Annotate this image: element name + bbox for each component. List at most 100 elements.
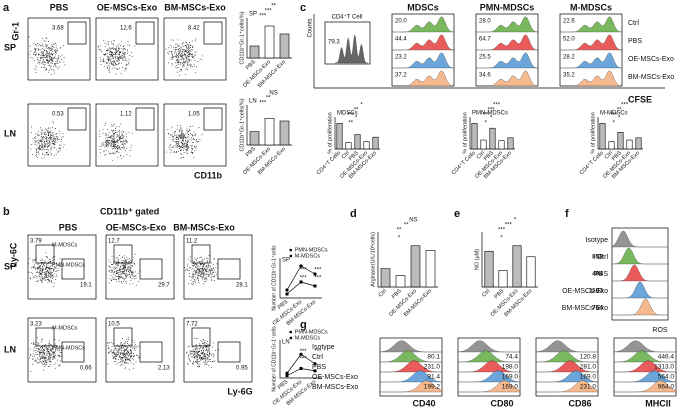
significance: ** xyxy=(348,121,353,127)
event-dot xyxy=(193,66,195,68)
event-dot xyxy=(32,266,34,268)
event-dot xyxy=(181,146,182,148)
event-dot xyxy=(187,130,189,132)
event-dot xyxy=(49,350,51,352)
event-dot xyxy=(188,258,189,260)
event-dot xyxy=(126,153,128,155)
event-dot xyxy=(179,51,180,53)
event-dot xyxy=(195,343,197,345)
event-dot xyxy=(116,356,118,357)
histogram xyxy=(392,70,455,87)
event-dot xyxy=(192,55,194,57)
event-dot xyxy=(116,139,118,141)
event-dot xyxy=(133,262,135,264)
event-dot xyxy=(115,276,117,278)
event-dot xyxy=(44,279,46,281)
event-dot xyxy=(40,149,42,150)
event-dot xyxy=(198,271,200,273)
event-dot xyxy=(51,54,53,55)
event-dot xyxy=(55,154,57,155)
event-dot xyxy=(182,140,184,142)
event-dot xyxy=(202,352,204,354)
event-dot xyxy=(116,271,117,273)
event-dot xyxy=(196,354,197,356)
event-dot xyxy=(135,344,136,346)
event-dot xyxy=(50,73,52,75)
x-tick-label: PBS xyxy=(245,59,257,71)
point xyxy=(313,272,317,276)
event-dot xyxy=(49,144,51,146)
event-dot xyxy=(184,135,186,137)
event-dot xyxy=(186,265,188,267)
event-dot xyxy=(43,50,45,52)
event-dot xyxy=(51,281,52,282)
event-dot xyxy=(173,147,175,149)
event-dot xyxy=(208,361,209,362)
event-dot xyxy=(130,355,131,357)
event-dot xyxy=(177,62,179,64)
event-dot xyxy=(177,134,179,136)
event-dot xyxy=(181,56,183,58)
event-dot xyxy=(55,279,57,280)
gate-name: M-MDSCs xyxy=(52,325,78,331)
event-dot xyxy=(117,270,119,272)
event-dot xyxy=(179,148,181,150)
event-dot xyxy=(177,142,179,144)
event-dot xyxy=(127,49,128,51)
event-dot xyxy=(110,136,112,138)
event-dot xyxy=(125,274,127,276)
gate-value: 20.0 xyxy=(395,19,407,25)
event-dot xyxy=(118,274,120,275)
event-dot xyxy=(195,51,197,53)
event-dot xyxy=(109,132,110,134)
event-dot xyxy=(109,54,111,56)
event-dot xyxy=(202,266,204,268)
mfi-value: 858 xyxy=(592,254,603,261)
event-dot xyxy=(122,361,124,363)
event-dot xyxy=(131,52,133,53)
event-dot xyxy=(108,47,110,49)
event-dot xyxy=(128,354,130,356)
gate-value: 25.5 xyxy=(479,55,491,61)
event-dot xyxy=(112,130,114,131)
event-dot xyxy=(200,347,201,349)
event-dot xyxy=(188,346,190,347)
event-dot xyxy=(131,265,133,266)
event-dot xyxy=(49,272,51,274)
event-dot xyxy=(110,48,112,50)
event-dot xyxy=(182,58,184,60)
event-dot xyxy=(34,49,36,51)
event-dot xyxy=(50,135,52,137)
event-dot xyxy=(35,138,37,139)
event-dot xyxy=(39,349,40,350)
event-dot xyxy=(110,270,112,272)
event-dot xyxy=(209,350,211,352)
event-dot xyxy=(122,136,124,138)
event-dot xyxy=(35,271,37,273)
event-dot xyxy=(46,133,47,135)
event-dot xyxy=(54,139,55,141)
event-dot xyxy=(109,59,110,61)
event-dot xyxy=(194,54,195,56)
event-dot xyxy=(40,273,42,275)
event-dot xyxy=(61,139,62,140)
event-dot xyxy=(183,137,185,138)
gate xyxy=(113,327,133,347)
event-dot xyxy=(114,347,116,349)
event-dot xyxy=(126,347,128,349)
event-dot xyxy=(201,352,203,354)
event-dot xyxy=(123,271,125,272)
event-dot xyxy=(197,61,199,62)
event-dot xyxy=(187,141,189,142)
event-dot xyxy=(204,356,206,357)
event-dot xyxy=(48,137,50,139)
event-dot xyxy=(40,358,41,360)
event-dot xyxy=(181,69,182,70)
event-dot xyxy=(108,266,110,268)
event-dot xyxy=(122,352,124,354)
event-dot xyxy=(47,138,49,140)
event-dot xyxy=(186,268,188,270)
event-dot xyxy=(175,146,177,148)
chart-title: PMN-MDSCs xyxy=(472,111,508,117)
event-dot xyxy=(206,347,208,349)
